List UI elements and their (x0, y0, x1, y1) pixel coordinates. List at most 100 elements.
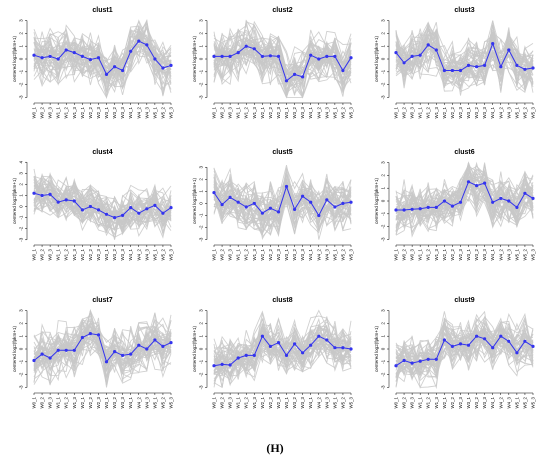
x-tick-label: W4_1 (308, 248, 313, 260)
gene-profile-line (33, 30, 172, 77)
x-tick-label: W0_1 (212, 248, 217, 260)
mean-profile-point (40, 352, 44, 356)
y-tick-label: 1 (199, 190, 204, 193)
y-tick-label: -1 (19, 69, 24, 74)
mean-profile-point (96, 333, 101, 337)
y-tick-label: 3 (381, 161, 386, 164)
mean-profile-series (394, 42, 535, 73)
x-tick-label: W5_3 (169, 396, 174, 408)
x-tick-label: W1_2 (64, 106, 69, 118)
panel-title: clust8 (272, 297, 292, 304)
panel-clust9: clust9 -3 -2 -1 0 1 2 3 centered log2(fpkm+1) W0_… (374, 297, 536, 408)
panel-title: clust1 (92, 7, 112, 14)
gene-profile-line (213, 180, 352, 225)
x-tick-label: W1_2 (426, 396, 431, 408)
mean-profile-point (499, 196, 503, 200)
x-tick-label: W5_2 (160, 106, 165, 118)
mean-profile-point (515, 205, 519, 209)
y-tick-label: 3 (381, 309, 386, 312)
panel-title: clust5 (272, 149, 292, 156)
background-profiles (33, 308, 172, 388)
mean-profile-point (121, 213, 125, 217)
gene-profile-line (213, 324, 352, 377)
x-tick-label: W0_3 (48, 248, 53, 260)
y-tick-label: -2 (381, 224, 386, 229)
mean-profile-series (32, 332, 173, 364)
x-tick-label: W0_2 (402, 396, 407, 408)
x-tick-label: W3_2 (292, 248, 297, 260)
mean-profile-point (301, 75, 305, 79)
mean-profile-point (349, 200, 353, 204)
mean-profile-point (284, 79, 289, 83)
x-axis: W0_1 W0_2 W0_3 W1_1 W1_2 W1_3 W2_1 W2_2 W2_3 W3_1… (32, 392, 174, 408)
mean-profile-point (169, 341, 173, 345)
mean-profile-point (426, 43, 430, 47)
gene-profile-line (213, 174, 352, 240)
mean-profile-point (418, 207, 422, 211)
y-tick-label: 2 (19, 183, 24, 186)
mean-profile-point (252, 47, 256, 51)
mean-profile-point (491, 42, 495, 46)
mean-profile-point (284, 353, 289, 357)
gene-profile-line (395, 28, 534, 92)
gene-profile-line (395, 27, 534, 88)
mean-profile-point (475, 184, 479, 188)
mean-profile-point (333, 54, 337, 59)
mean-profile-point (96, 208, 101, 212)
mean-profile-point (129, 352, 133, 356)
y-tick-label: 0 (381, 57, 386, 60)
y-tick-label: 1 (381, 334, 386, 337)
mean-profile-point (236, 200, 240, 204)
x-tick-label: W2_3 (458, 106, 463, 118)
x-tick-label: W2_2 (450, 248, 455, 260)
mean-profile-point (418, 359, 422, 363)
mean-profile-point (40, 56, 44, 60)
panel-title: clust9 (454, 297, 474, 304)
x-tick-label: W1_2 (426, 248, 431, 260)
y-tick-label: -1 (199, 359, 204, 364)
x-tick-label: W4_3 (144, 106, 149, 118)
gene-profile-line (33, 168, 172, 231)
y-tick-label: 3 (19, 172, 24, 175)
x-tick-label: W0_3 (410, 106, 415, 118)
x-tick-label: W3_2 (474, 106, 479, 118)
x-tick-label: W0_2 (40, 106, 45, 118)
x-tick-label: W5_1 (152, 248, 157, 260)
x-tick-label: W4_1 (128, 106, 133, 118)
x-tick-label: W3_2 (292, 106, 297, 118)
gene-profile-line (395, 171, 534, 222)
panel-clust8: clust8 -3 -2 -1 0 1 2 3 centered log2(fpkm+1) W0_… (192, 297, 354, 408)
mean-profile-point (32, 191, 36, 195)
mean-profile-point (244, 353, 248, 357)
mean-profile-point (276, 341, 281, 345)
x-tick-label: W0_3 (228, 106, 233, 118)
panel-title: clust3 (454, 7, 474, 14)
y-tick-label: -2 (19, 372, 24, 377)
mean-profile-point (507, 48, 511, 52)
x-tick-label: W4_3 (324, 396, 329, 408)
mean-profile-point (531, 344, 535, 348)
gene-profile-line (33, 176, 172, 233)
gene-profile-line (213, 186, 352, 227)
gene-profile-line (33, 180, 172, 231)
x-tick-label: W2_1 (442, 248, 447, 260)
mean-profile-point (325, 54, 329, 59)
x-tick-label: W1_3 (72, 106, 77, 118)
x-tick-label: W0_3 (48, 106, 53, 118)
x-tick-label: W1_3 (252, 248, 257, 260)
gene-profile-line (33, 323, 172, 371)
gene-profile-line (395, 325, 534, 374)
panel-title: clust6 (454, 149, 474, 156)
x-tick-label: W4_3 (506, 106, 511, 118)
x-axis: W0_1 W0_2 W0_3 W1_1 W1_2 W1_3 W2_1 W2_2 W2_3 W3_1… (212, 392, 354, 408)
mean-profile-point (341, 201, 345, 205)
y-tick-label: 3 (199, 309, 204, 312)
x-tick-label: W0_2 (40, 248, 45, 260)
x-tick-label: W5_2 (160, 248, 165, 260)
x-tick-label: W2_2 (88, 106, 93, 118)
x-tick-label: W0_3 (410, 248, 415, 260)
mean-profile-point (268, 54, 272, 58)
mean-profile-point (228, 195, 232, 199)
x-tick-label: W3_1 (284, 248, 289, 260)
figure-caption: (H) (266, 441, 284, 455)
